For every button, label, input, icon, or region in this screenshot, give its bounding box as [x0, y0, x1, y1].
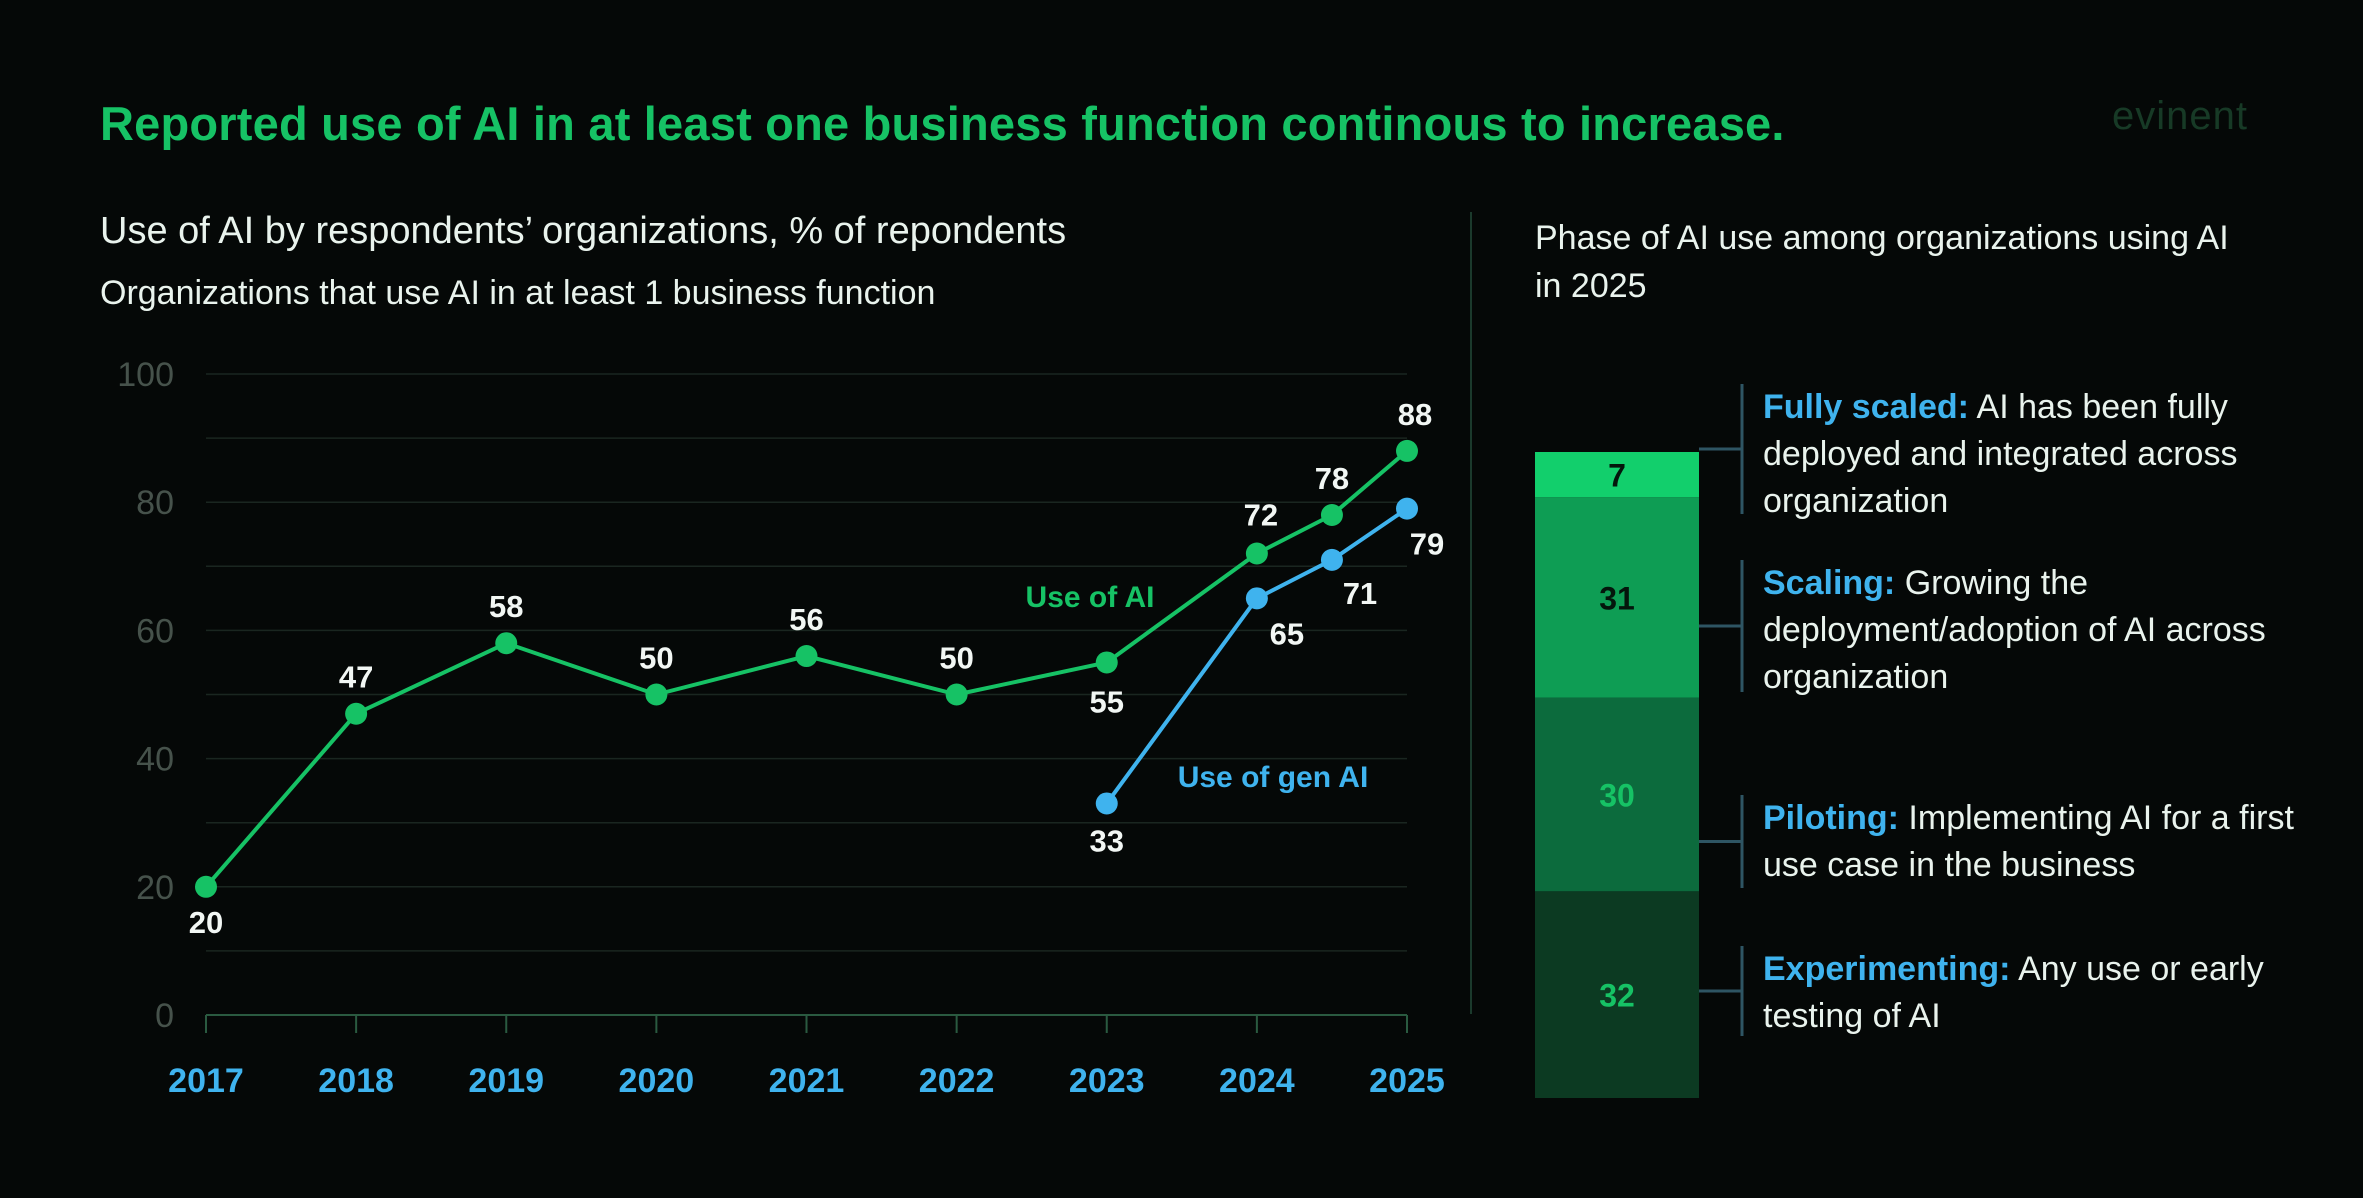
- series-lines: [195, 439, 1418, 898]
- line-chart-subtitle: Organizations that use AI in at least 1 …: [100, 274, 936, 312]
- use-of-ai-point: [495, 632, 518, 655]
- stack-segment-label: 32: [1599, 978, 1635, 1014]
- phase-piloting: Piloting: Implementing AI for a first us…: [1763, 795, 2323, 889]
- x-tick-label: 2022: [919, 1062, 995, 1100]
- x-tick-label: 2023: [1069, 1062, 1145, 1100]
- stacked-chart-title: Phase of AI use among organizations usin…: [1535, 219, 2229, 305]
- data-labels: 20 47 58 50 56 50 55 72 78 88 33 65 71 79 Use of AI Use…: [189, 397, 1444, 940]
- data-label: 72: [1244, 497, 1278, 532]
- stacked-bar: 32 30 31 7: [1535, 452, 1699, 1098]
- data-label: 33: [1090, 823, 1124, 858]
- stack-segment-fully-scaled: [1535, 452, 1699, 498]
- phase-description: AI has been fully deployed and integrate…: [1763, 388, 2238, 520]
- phase-scaling: Scaling: Growing the deployment/adoption…: [1763, 560, 2323, 701]
- use-of-gen-ai-point: [1095, 792, 1118, 815]
- use-of-ai-point: [195, 875, 217, 898]
- data-label: 65: [1270, 616, 1304, 651]
- use-of-ai-point: [1396, 439, 1418, 462]
- stack-segment-label: 7: [1608, 458, 1626, 494]
- stack-segment-scaling: [1535, 497, 1699, 698]
- y-tick-label: 20: [136, 869, 174, 907]
- series-label-use-of-ai: Use of AI: [1026, 581, 1155, 614]
- stack-segment-label: 31: [1599, 580, 1635, 616]
- use-of-ai-point: [1245, 542, 1268, 565]
- phase-name: Piloting:: [1763, 799, 1899, 837]
- data-label: 50: [939, 641, 973, 676]
- panel-divider: [1470, 212, 1472, 1014]
- phase-description: Any use or early testing of AI: [1763, 950, 2264, 1035]
- phase-description: Implementing AI for a first use case in …: [1763, 799, 2294, 884]
- phase-name: Fully scaled:: [1763, 388, 1969, 426]
- phase-name: Experimenting:: [1763, 950, 2011, 988]
- data-label: 88: [1398, 397, 1432, 432]
- data-label: 55: [1090, 684, 1124, 719]
- use-of-gen-ai-point: [1245, 587, 1268, 610]
- y-tick-label: 0: [155, 997, 174, 1035]
- data-label: 20: [189, 905, 223, 940]
- data-label: 56: [789, 602, 823, 637]
- use-of-ai-point: [345, 702, 368, 725]
- use-of-ai-point: [945, 683, 968, 706]
- grid-lines: [206, 373, 1407, 952]
- data-label: 79: [1410, 527, 1444, 562]
- x-tick-label: 2021: [769, 1062, 845, 1100]
- y-tick-label: 80: [136, 484, 174, 522]
- use-of-gen-ai-point: [1320, 548, 1343, 571]
- data-label: 71: [1343, 576, 1377, 611]
- use-of-ai-point: [1320, 504, 1343, 527]
- data-label: 50: [639, 641, 673, 676]
- x-tick-label: 2017: [168, 1062, 244, 1100]
- use-of-gen-ai-line: [1105, 506, 1409, 805]
- x-tick-label: 2025: [1369, 1062, 1445, 1100]
- evinent-logo: evinent: [2112, 94, 2248, 138]
- y-tick-label: 100: [117, 356, 174, 394]
- series-label-use-of-gen-ai: Use of gen AI: [1178, 761, 1369, 794]
- phase-fully-scaled: Fully scaled: AI has been fully deployed…: [1763, 384, 2323, 525]
- stack-segment-label: 30: [1599, 777, 1635, 813]
- phase-connectors: [1699, 384, 1744, 1036]
- y-tick-label: 40: [136, 741, 174, 779]
- data-label: 78: [1315, 461, 1349, 496]
- data-label: 58: [489, 589, 523, 624]
- phase-experimenting: Experimenting: Any use or early testing …: [1763, 946, 2323, 1040]
- x-tick-label: 2024: [1219, 1062, 1295, 1100]
- use-of-ai-point: [645, 683, 668, 706]
- y-tick-label: 60: [136, 612, 174, 650]
- use-of-ai-point: [1095, 651, 1118, 674]
- x-tick-label: 2018: [318, 1062, 394, 1100]
- phase-name: Scaling:: [1763, 564, 1896, 602]
- use-of-gen-ai-point: [1396, 497, 1418, 520]
- stack-segment-experimenting: [1535, 891, 1699, 1098]
- line-chart-title: Use of AI by respondents’ organizations,…: [100, 210, 1067, 252]
- use-of-ai-point: [795, 645, 818, 668]
- x-tick-label: 2019: [468, 1062, 544, 1100]
- data-label: 47: [339, 660, 373, 695]
- use-of-ai-line: [204, 449, 1409, 889]
- page-title: Reported use of AI in at least one busin…: [100, 97, 1785, 150]
- stack-segment-piloting: [1535, 697, 1699, 892]
- phase-description: Growing the deployment/adoption of AI ac…: [1763, 564, 2266, 696]
- axes: 0 20 40 60 80 100 2017 2018 2019 2020 2021 2022 2023…: [117, 356, 1445, 1100]
- x-tick-label: 2020: [619, 1062, 695, 1100]
